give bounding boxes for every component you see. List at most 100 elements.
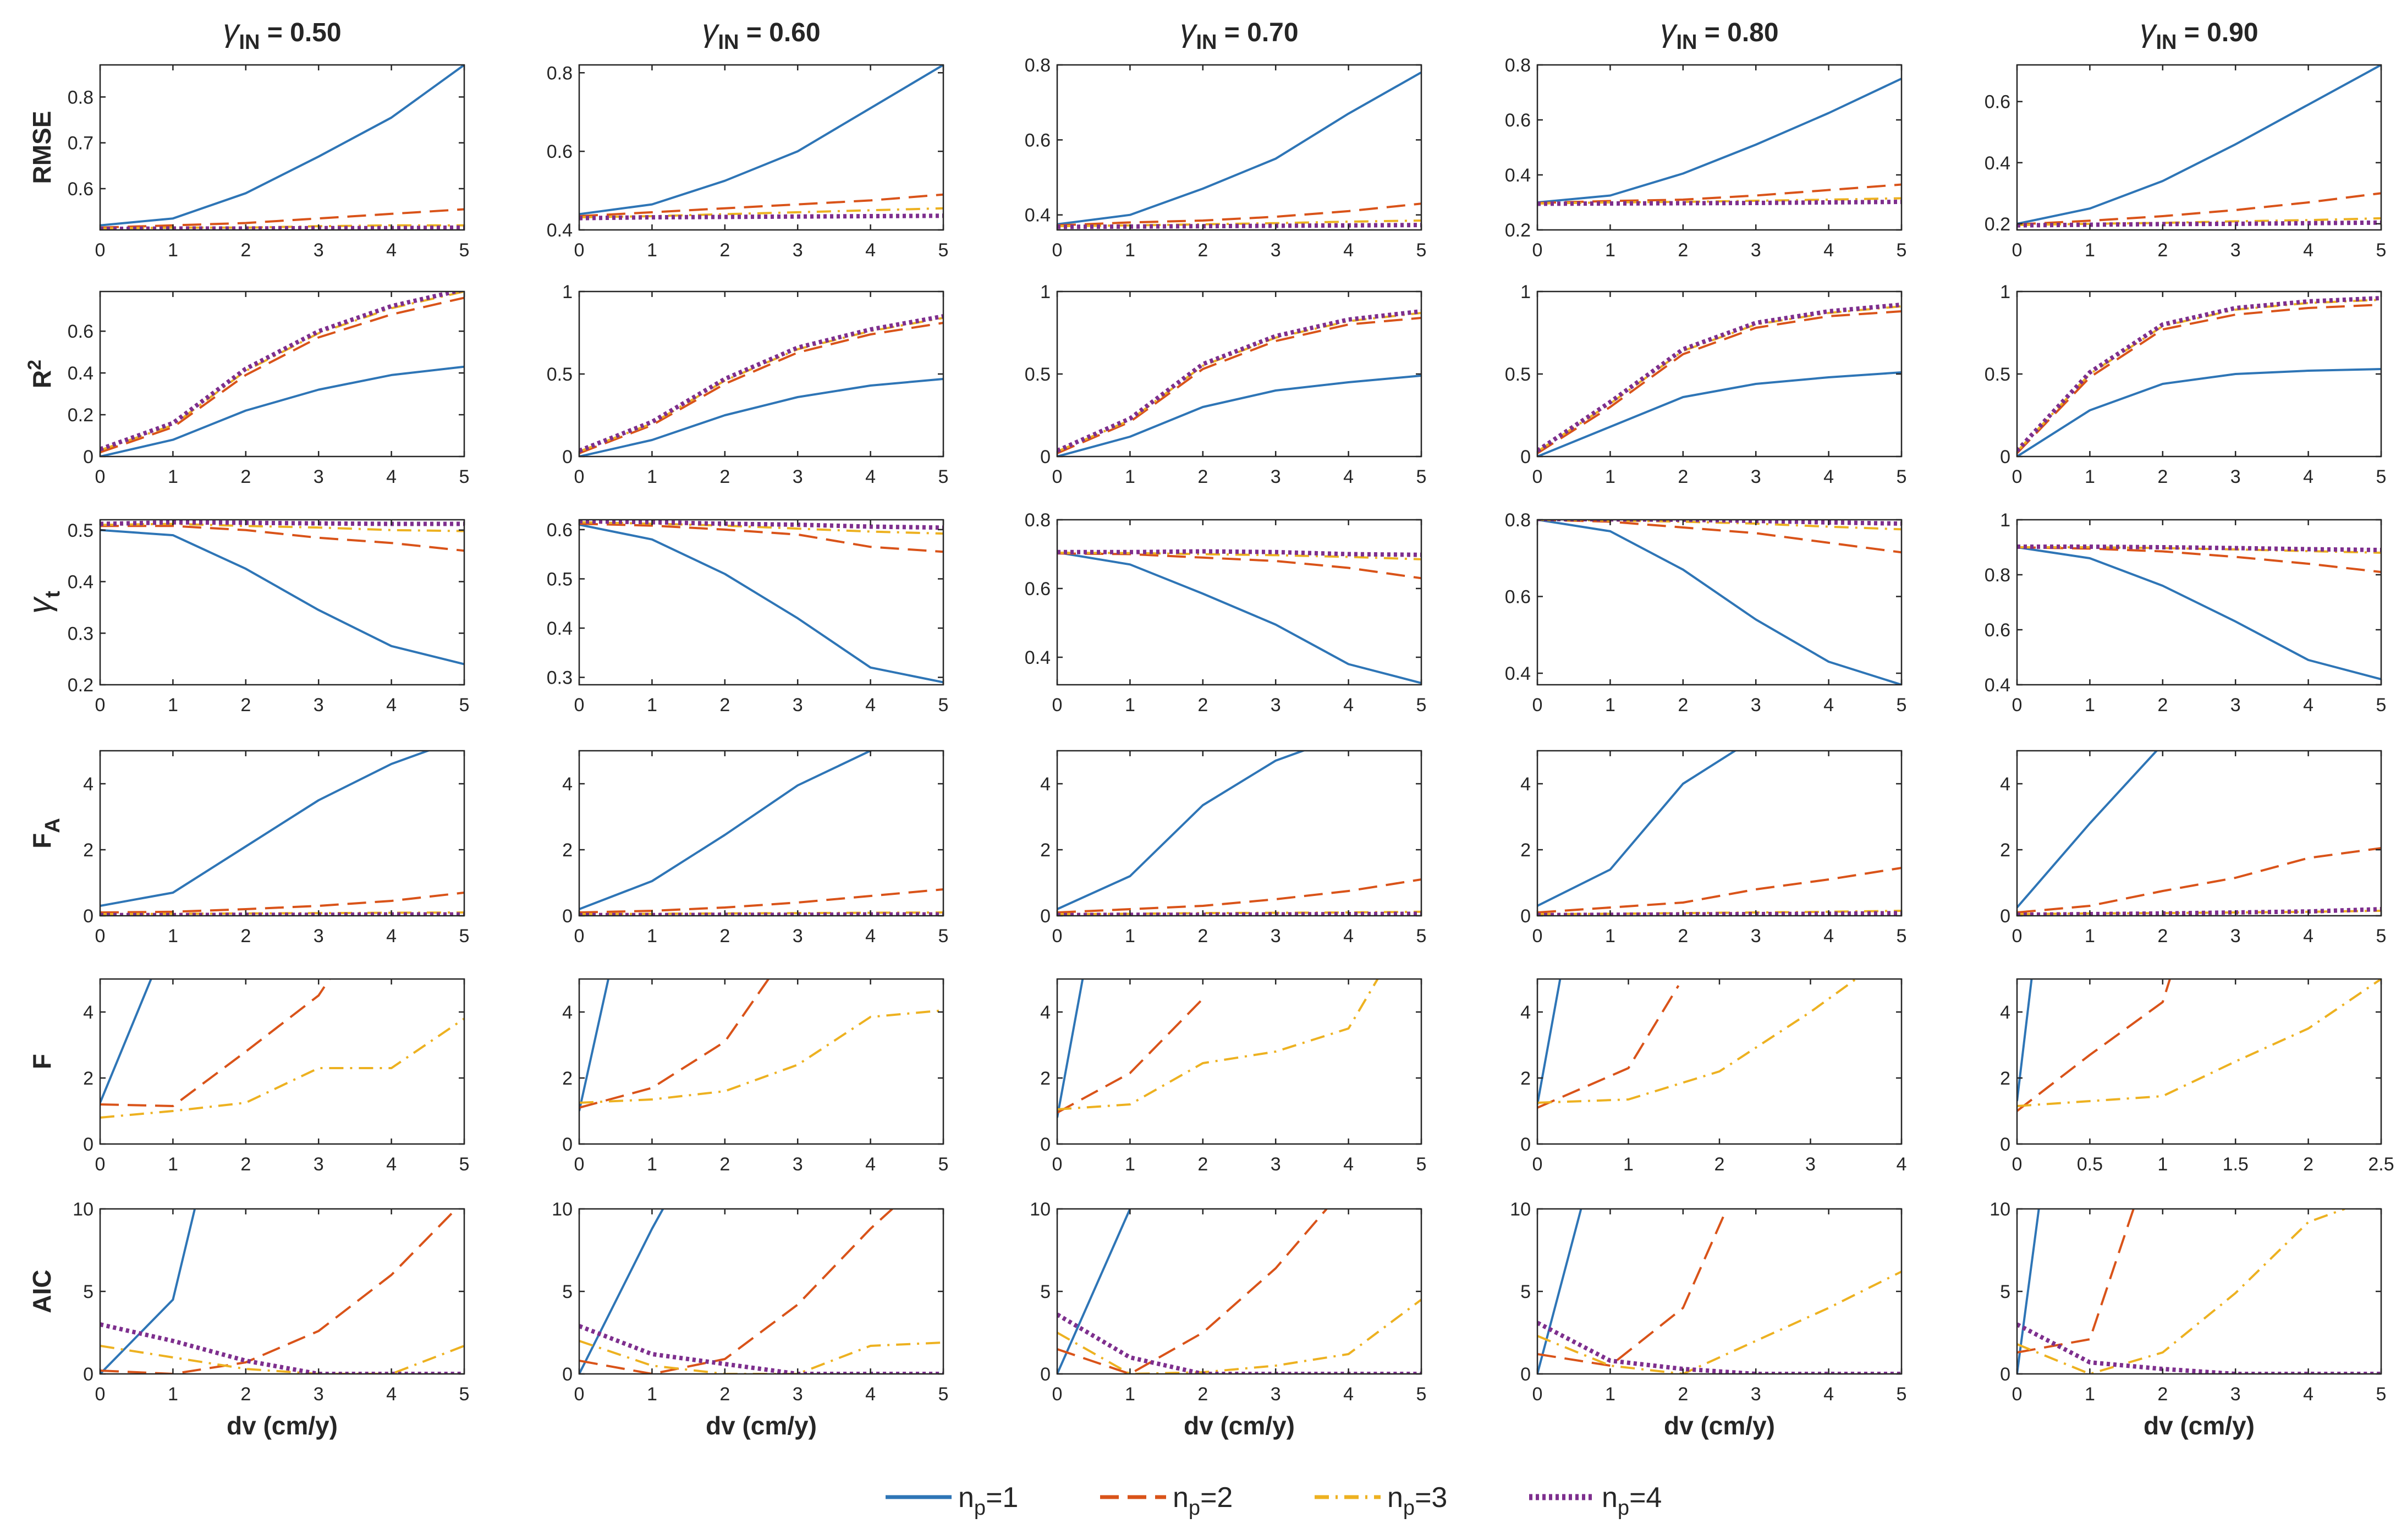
series-group: [2017, 979, 2381, 1112]
x-tick-label: 1: [2085, 466, 2095, 487]
x-tick-label: 3: [314, 695, 324, 716]
series-line-np2: [2017, 847, 2381, 914]
x-tick-label: 3: [1271, 1384, 1281, 1405]
x-tick-label: 3: [1271, 1154, 1281, 1175]
y-tick-label: 0: [2000, 1134, 2010, 1155]
series-group: [1057, 71, 1421, 229]
series-line-np1: [100, 365, 464, 457]
series-line-np4: [2017, 296, 2381, 453]
x-tick-label: 2: [719, 240, 730, 261]
x-tick-label: 4: [386, 1154, 397, 1175]
y-tick-label: 1: [2000, 510, 2010, 531]
series-line-np1: [1537, 1209, 1582, 1374]
y-tick-label: 2: [2000, 840, 2010, 861]
row-label-5: AIC: [28, 1269, 56, 1313]
x-tick-label: 0: [95, 1384, 106, 1405]
series-line-np3: [1537, 979, 1857, 1104]
axes-box: [99, 290, 465, 458]
y-tick-label: 0: [1040, 447, 1051, 468]
y-tick-label: 10: [1030, 1199, 1051, 1220]
series-line-np2: [1537, 1209, 1728, 1367]
y-tick-label: 0.6: [1985, 92, 2010, 113]
series-group: [1537, 751, 1902, 916]
x-tick-label: 1: [2085, 1384, 2095, 1405]
x-tick-label: 1: [1125, 240, 1135, 261]
subplot-f-3: 0 1 2 3 4 0 2 4: [1520, 978, 1907, 1175]
x-tick-label: 1: [647, 926, 657, 947]
x-tick-label: 4: [1897, 1154, 1907, 1175]
legend-label-np3: np=3: [1387, 1482, 1447, 1520]
series-line-np3: [1537, 305, 1902, 453]
series-line-np1: [100, 751, 431, 907]
x-tick-label: 3: [793, 695, 803, 716]
row-label-4: F: [28, 1054, 56, 1069]
y-tick-label: 0.8: [1505, 510, 1531, 531]
y-tick-label: 4: [1040, 1002, 1051, 1023]
y-tick-label: 10: [552, 1199, 573, 1220]
x-tick-label: 0: [95, 240, 106, 261]
y-tick-label: 0.5: [1025, 364, 1051, 385]
y-tick-label: 0.5: [1505, 364, 1531, 385]
x-tick-label: 5: [1416, 1384, 1427, 1405]
y-tick-label: 0.4: [1985, 675, 2010, 696]
x-tick-label: 0: [95, 1154, 106, 1175]
x-tick-label: 0: [2012, 240, 2023, 261]
subplot-gamma_t-1: 0 1 2 3 4 5 0.3 0.4 0.5 0.6: [547, 519, 948, 716]
series-line-np4: [1537, 1321, 1902, 1374]
x-tick-label: 4: [1343, 926, 1354, 947]
legend-label-np1: np=1: [958, 1482, 1018, 1520]
axes-box: [1056, 64, 1422, 231]
series-line-np3: [1057, 979, 1379, 1110]
x-tick-label: 3: [314, 1384, 324, 1405]
series-line-np3: [1057, 312, 1421, 453]
legend-label-np2: np=2: [1173, 1482, 1233, 1520]
x-tick-label: 2: [240, 240, 251, 261]
subplot-aic-4: 0 1 2 3 4 5 0 5 10 dv (cm/y): [1990, 1199, 2386, 1440]
x-tick-label: 2: [719, 926, 730, 947]
series-line-np1: [1057, 1209, 1131, 1374]
subplot-r2-4: 0 1 2 3 4 5 0 0.5 1: [1985, 282, 2387, 487]
x-axis-label: dv (cm/y): [227, 1411, 338, 1440]
x-tick-label: 3: [1751, 926, 1761, 947]
series-line-np3: [100, 292, 464, 452]
y-tick-label: 1: [1520, 282, 1531, 302]
x-tick-label: 4: [865, 240, 876, 261]
x-tick-label: 2: [719, 1384, 730, 1405]
x-tick-label: 0: [1052, 1384, 1063, 1405]
x-tick-label: 4: [2303, 466, 2313, 487]
y-tick-label: 0: [2000, 906, 2010, 927]
x-tick-label: 1: [1605, 1384, 1615, 1405]
x-tick-label: 4: [865, 1154, 876, 1175]
x-tick-label: 5: [2376, 926, 2387, 947]
series-line-np1: [1537, 979, 1562, 1105]
subplot-fa-0: 0 1 2 3 4 5 0 2 4: [83, 750, 469, 947]
x-tick-label: 2: [719, 1154, 730, 1175]
series-line-np1: [579, 1209, 664, 1374]
y-tick-label: 5: [1040, 1282, 1051, 1302]
x-tick-label: 5: [2376, 1384, 2387, 1405]
axes-box: [1056, 750, 1422, 917]
y-tick-label: 2: [83, 1068, 94, 1089]
x-tick-label: 1: [2157, 1154, 2168, 1175]
x-tick-label: 4: [386, 695, 397, 716]
series-line-np2: [100, 1209, 458, 1374]
x-tick-label: 1: [1125, 466, 1135, 487]
y-tick-label: 10: [1510, 1199, 1531, 1220]
x-tick-label: 2: [1678, 695, 1688, 716]
x-tick-label: 4: [865, 466, 876, 487]
axes-box: [99, 1208, 465, 1375]
axes-box: [99, 64, 465, 231]
series-group: [579, 314, 943, 457]
series-line-np3: [579, 1009, 943, 1104]
series-line-np1: [1057, 551, 1421, 684]
x-tick-label: 4: [1343, 695, 1354, 716]
x-tick-label: 2: [240, 926, 251, 947]
y-tick-label: 0.5: [68, 520, 94, 541]
series-line-np2: [1057, 878, 1421, 914]
y-tick-label: 0.8: [1985, 565, 2010, 586]
y-tick-label: 0: [2000, 1364, 2010, 1385]
column-title: γIN = 0.70: [1180, 13, 1298, 54]
x-tick-label: 0: [1532, 1154, 1543, 1175]
x-tick-label: 5: [2376, 240, 2387, 261]
x-tick-label: 5: [1416, 466, 1427, 487]
